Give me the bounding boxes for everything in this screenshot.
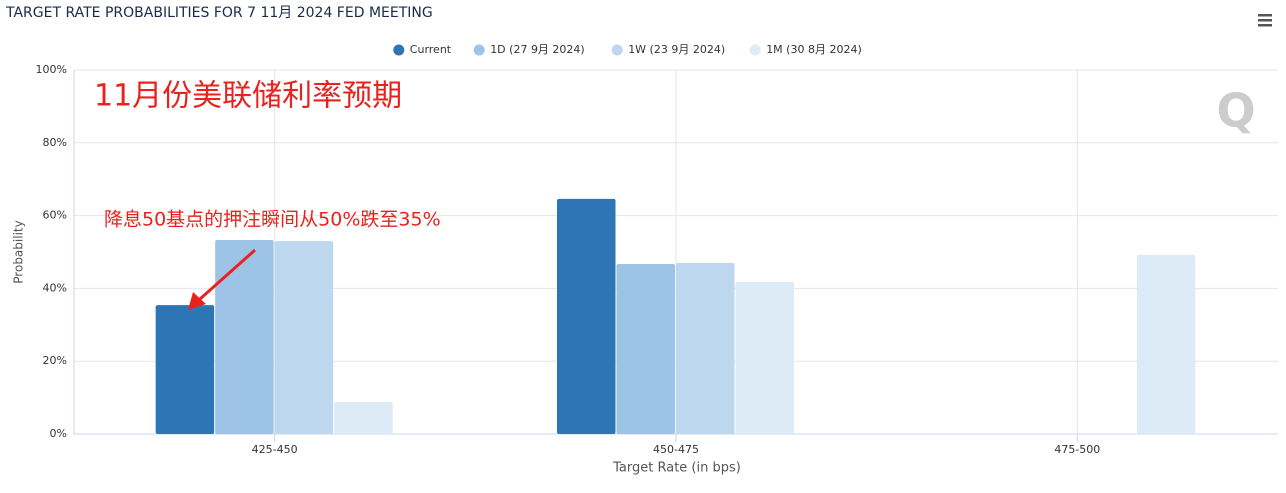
bar xyxy=(735,281,794,434)
y-axis-label: Probability xyxy=(12,220,26,283)
menu-bar xyxy=(1258,24,1272,27)
plot: 0% 20% 40% 60% 80% 100% 425-450 450-475 475-500 C… xyxy=(36,43,1278,456)
legend-label: 1D (27 9月 2024) xyxy=(490,43,585,56)
annotation-note: 降息50基点的押注瞬间从50%跌至35% xyxy=(104,209,441,231)
annotation-arrowhead xyxy=(188,292,206,310)
bar xyxy=(616,264,675,434)
menu-bar xyxy=(1258,14,1272,17)
bar xyxy=(676,262,735,434)
x-tick-label: 425-450 xyxy=(252,443,298,456)
y-tick-label: 20% xyxy=(43,354,67,367)
legend-label: Current xyxy=(410,43,452,56)
legend-label: 1M (30 8月 2024) xyxy=(766,43,862,56)
legend-marker xyxy=(393,44,405,56)
x-axis-label: Target Rate (in bps) xyxy=(612,461,741,476)
bar xyxy=(274,241,334,434)
menu-button[interactable] xyxy=(1258,14,1272,27)
annotation-title: 11月份美联储利率预期 xyxy=(94,79,402,114)
bar xyxy=(1136,254,1196,434)
y-tick-label: 0% xyxy=(50,427,67,440)
menu-bar xyxy=(1258,19,1272,22)
bar xyxy=(155,305,215,434)
bar xyxy=(557,198,616,434)
legend-label: 1W (23 9月 2024) xyxy=(628,43,725,56)
legend-marker xyxy=(473,44,485,56)
chart-title: TARGET RATE PROBABILITIES FOR 7 11月 2024… xyxy=(5,5,433,21)
x-tick-label: 450-475 xyxy=(653,443,699,456)
watermark: Q xyxy=(1216,84,1255,138)
y-tick-label: 60% xyxy=(43,209,67,222)
legend-marker xyxy=(749,44,761,56)
bar xyxy=(215,239,274,434)
bar xyxy=(334,401,393,434)
y-tick-label: 80% xyxy=(43,136,67,149)
legend-marker xyxy=(611,44,623,56)
y-tick-label: 100% xyxy=(36,63,67,76)
x-tick-label: 475-500 xyxy=(1054,443,1100,456)
y-tick-label: 40% xyxy=(43,281,67,294)
annotation-arrow xyxy=(199,248,256,301)
